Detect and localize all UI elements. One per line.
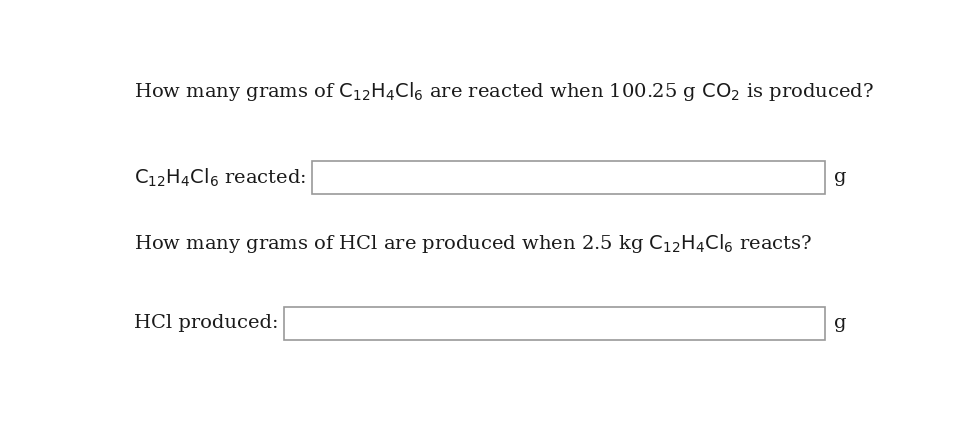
Text: How many grams of $\mathrm{C_{12}H_4Cl_6}$ are reacted when 100.25 g $\mathrm{CO: How many grams of $\mathrm{C_{12}H_4Cl_6…	[134, 80, 873, 103]
FancyBboxPatch shape	[311, 161, 824, 194]
Text: How many grams of HCl are produced when 2.5 kg $\mathrm{C_{12}H_4Cl_6}$ reacts?: How many grams of HCl are produced when …	[134, 232, 811, 255]
Text: HCl produced:: HCl produced:	[134, 314, 278, 332]
FancyBboxPatch shape	[283, 307, 824, 340]
Text: g: g	[833, 314, 846, 332]
Text: $\mathrm{C_{12}H_4Cl_6}$ reacted:: $\mathrm{C_{12}H_4Cl_6}$ reacted:	[134, 166, 306, 189]
Text: g: g	[833, 169, 846, 187]
